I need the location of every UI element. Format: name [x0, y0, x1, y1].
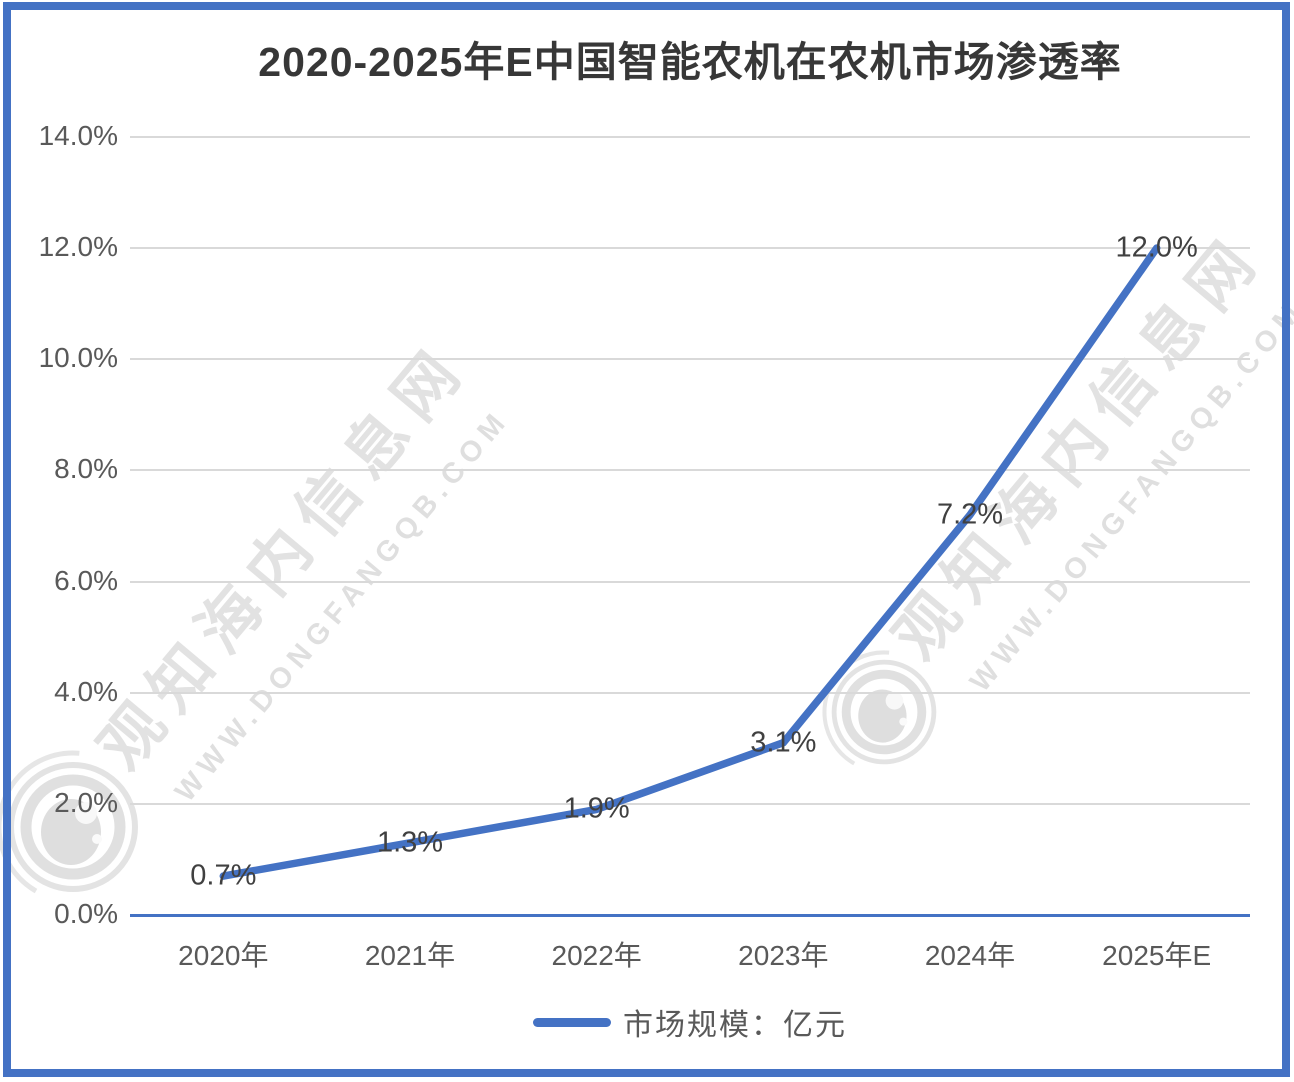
legend-line-swatch [533, 1017, 611, 1027]
y-axis-tick-label: 12.0% [38, 231, 118, 263]
x-axis-tick-label: 2024年 [924, 940, 1016, 971]
y-axis-tick-label: 14.0% [38, 120, 118, 151]
gridline [130, 469, 1250, 472]
x-axis-line [130, 914, 1250, 917]
gridline [130, 136, 1250, 138]
data-point-label: 1.3% [376, 826, 444, 859]
x-axis-tick-label: 2025年E [1102, 940, 1212, 971]
data-point-label: 0.7% [190, 859, 257, 892]
gridline [130, 691, 1250, 694]
gridline [130, 247, 1250, 250]
series-line [219, 244, 1161, 880]
data-point-label: 12.0% [1115, 231, 1198, 264]
x-axis-tick-label: 2020年 [178, 940, 269, 971]
gridline [130, 358, 1250, 361]
x-axis-tick-label: 2021年 [364, 940, 456, 971]
y-axis-tick-label: 10.0% [38, 342, 118, 374]
legend-label: 市场规模：亿元 [623, 1009, 847, 1042]
chart-title: 2020-2025年E中国智能农机在农机市场渗透率 [258, 39, 1122, 85]
x-axis-tick-label: 2022年 [551, 940, 642, 971]
y-axis-tick-label: 6.0% [54, 564, 118, 596]
data-point-label: 7.2% [936, 498, 1004, 531]
y-axis-tick-label: 8.0% [54, 453, 118, 485]
legend: 市场规模：亿元 [130, 1000, 1250, 1044]
x-axis-tick-label: 2023年 [738, 940, 829, 971]
gridline [130, 802, 1250, 805]
data-point-label: 1.9% [563, 792, 630, 825]
y-axis-tick-label: 4.0% [54, 675, 118, 707]
data-point-label: 3.1% [750, 726, 817, 759]
gridline [130, 580, 1250, 583]
